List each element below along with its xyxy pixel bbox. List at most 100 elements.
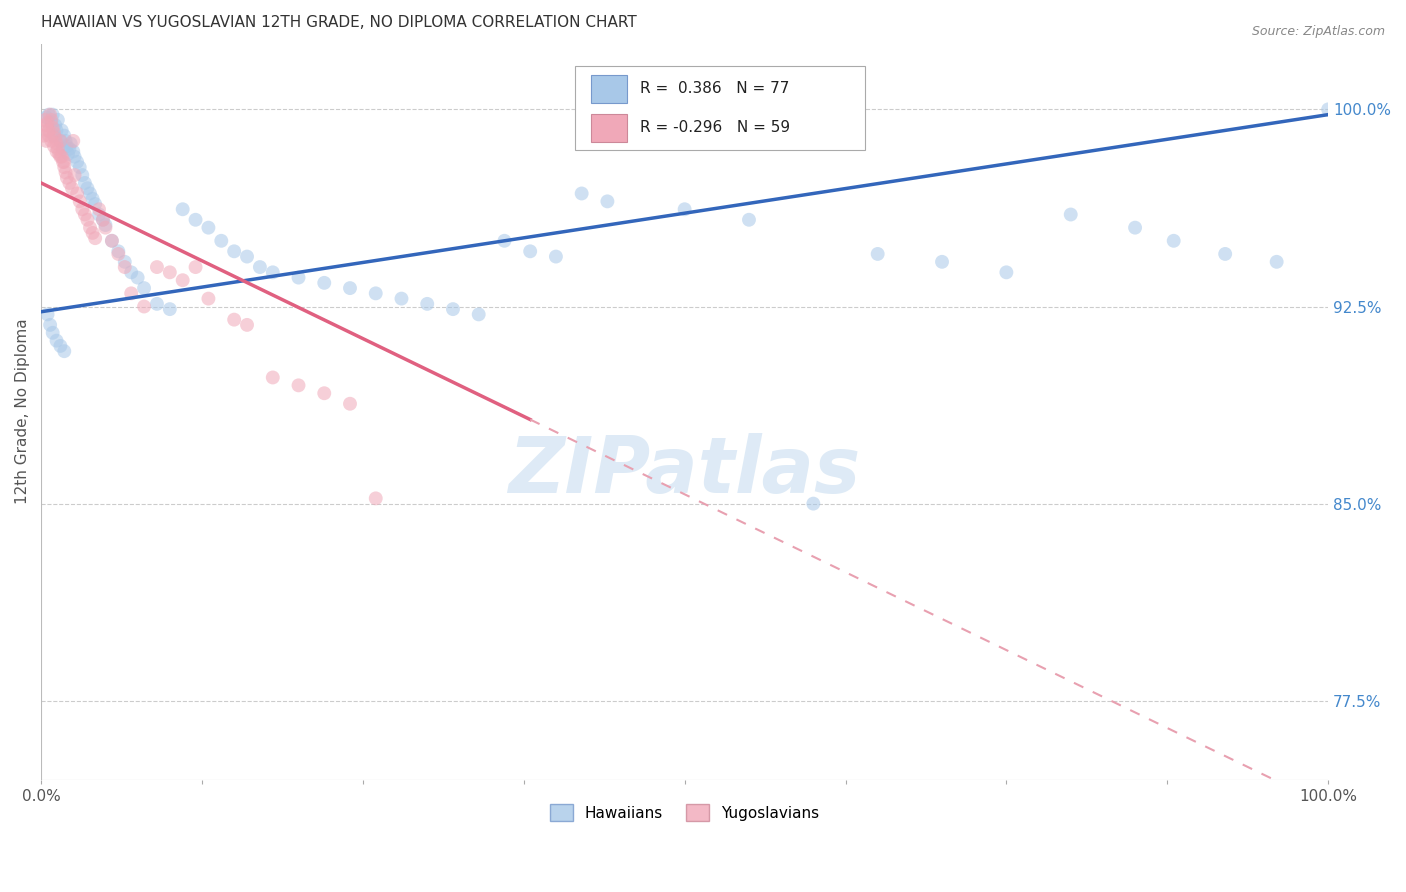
Point <box>79 220 101 235</box>
Point <box>56 147 79 161</box>
Point <box>224 312 246 326</box>
Point <box>391 292 413 306</box>
Point <box>114 255 136 269</box>
Point <box>101 234 124 248</box>
Point <box>41 120 63 135</box>
Point <box>673 202 696 217</box>
Point <box>1123 220 1146 235</box>
Point <box>197 220 219 235</box>
Point <box>314 276 336 290</box>
Point <box>52 142 75 156</box>
Point <box>37 115 59 129</box>
Point <box>62 145 84 159</box>
Point <box>544 250 567 264</box>
FancyBboxPatch shape <box>591 75 627 103</box>
Point <box>101 234 124 248</box>
Point <box>66 186 89 201</box>
Point <box>172 202 194 217</box>
Point <box>38 123 60 137</box>
Y-axis label: 12th Grade, No Diploma: 12th Grade, No Diploma <box>15 318 30 505</box>
Point <box>76 181 98 195</box>
Point <box>224 244 246 259</box>
Point <box>49 150 72 164</box>
Point <box>53 155 76 169</box>
Point <box>197 292 219 306</box>
Point <box>184 260 207 274</box>
Point <box>738 212 761 227</box>
Point <box>66 155 89 169</box>
FancyBboxPatch shape <box>591 113 627 142</box>
Point <box>801 497 824 511</box>
Point <box>79 186 101 201</box>
Point <box>34 112 56 127</box>
Point <box>51 150 73 164</box>
Point <box>931 255 953 269</box>
Point <box>58 176 80 190</box>
Point <box>72 202 94 217</box>
Point <box>866 247 889 261</box>
Text: ZIPatlas: ZIPatlas <box>509 433 860 508</box>
Point <box>1213 247 1236 261</box>
Point <box>364 491 387 506</box>
Point <box>39 108 62 122</box>
Point <box>37 123 59 137</box>
Point <box>107 244 129 259</box>
Point <box>45 123 67 137</box>
Point <box>209 234 232 248</box>
Point <box>58 142 80 156</box>
Point <box>287 378 309 392</box>
Point <box>41 112 63 127</box>
Point <box>1163 234 1185 248</box>
Point <box>87 202 110 217</box>
Point <box>91 212 114 227</box>
Point <box>41 326 63 340</box>
Point <box>42 128 65 143</box>
Point <box>82 226 104 240</box>
Point <box>91 212 114 227</box>
Point <box>49 134 72 148</box>
Point <box>35 110 58 124</box>
Point <box>146 260 169 274</box>
Point <box>69 194 91 209</box>
Point <box>132 300 155 314</box>
Legend: Hawaiians, Yugoslavians: Hawaiians, Yugoslavians <box>544 798 825 827</box>
Point <box>287 270 309 285</box>
Point <box>519 244 541 259</box>
Point <box>146 297 169 311</box>
Point <box>339 397 361 411</box>
Text: HAWAIIAN VS YUGOSLAVIAN 12TH GRADE, NO DIPLOMA CORRELATION CHART: HAWAIIAN VS YUGOSLAVIAN 12TH GRADE, NO D… <box>41 15 637 30</box>
Point <box>76 212 98 227</box>
Point <box>72 168 94 182</box>
Point <box>995 265 1018 279</box>
Point <box>132 281 155 295</box>
Point <box>39 318 62 332</box>
Point <box>53 344 76 359</box>
Point <box>94 220 117 235</box>
Point <box>45 145 67 159</box>
Point <box>441 302 464 317</box>
Point <box>84 197 107 211</box>
Point <box>416 297 439 311</box>
Point <box>87 207 110 221</box>
Point <box>38 108 60 122</box>
Point <box>1265 255 1288 269</box>
Point <box>73 176 96 190</box>
Point <box>107 247 129 261</box>
Point <box>1317 103 1340 117</box>
Point <box>35 134 58 148</box>
Point <box>69 160 91 174</box>
Point <box>32 128 55 143</box>
Point <box>571 186 593 201</box>
Point <box>262 370 284 384</box>
Point <box>41 108 63 122</box>
Point <box>63 168 86 182</box>
Point <box>596 194 619 209</box>
Point <box>53 128 76 143</box>
Point <box>55 165 77 179</box>
Point <box>236 318 259 332</box>
Point <box>51 123 73 137</box>
Point <box>45 136 67 151</box>
Point <box>45 334 67 348</box>
Point <box>44 118 66 132</box>
Point <box>55 134 77 148</box>
